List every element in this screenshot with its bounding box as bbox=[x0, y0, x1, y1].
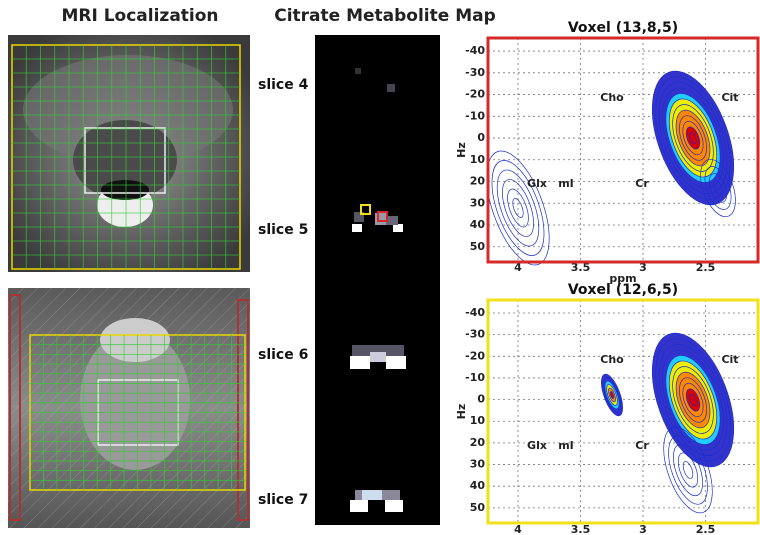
y-tick-label: 40 bbox=[470, 479, 486, 492]
y-tick-label: 0 bbox=[477, 131, 485, 144]
y-tick-label: 50 bbox=[470, 240, 486, 253]
peak-label: mI bbox=[558, 439, 574, 452]
y-tick-label: 10 bbox=[470, 153, 486, 166]
panel-title: Citrate Metabolite Map bbox=[274, 6, 496, 26]
y-axis-label: Hz bbox=[455, 142, 468, 158]
panel-title: MRI Localization bbox=[61, 6, 218, 26]
y-tick-label: -10 bbox=[465, 371, 485, 384]
slice-label: slice 5 bbox=[258, 222, 308, 238]
y-tick-label: 30 bbox=[470, 196, 486, 209]
peak-label: mI bbox=[558, 177, 574, 190]
y-tick-label: 20 bbox=[470, 436, 486, 449]
plot-title: Voxel (12,6,5) bbox=[568, 282, 678, 298]
metabolite-map bbox=[315, 35, 440, 525]
y-tick-label: -20 bbox=[465, 88, 485, 101]
figure: MRI Localization Citrate Metabolite Map bbox=[0, 0, 760, 535]
slice-label: slice 6 bbox=[258, 347, 308, 363]
y-tick-label: 10 bbox=[470, 414, 486, 427]
y-tick-label: -40 bbox=[465, 44, 485, 57]
plot-title: Voxel (13,8,5) bbox=[568, 20, 678, 36]
peak-label: Cr bbox=[635, 439, 649, 452]
slice-label: slice 7 bbox=[258, 492, 308, 508]
y-axis-label: Hz bbox=[455, 404, 468, 420]
peak-label: Cho bbox=[600, 353, 624, 366]
y-tick-label: -30 bbox=[465, 66, 485, 79]
peak-label: Cho bbox=[600, 91, 624, 104]
y-tick-label: 0 bbox=[477, 393, 485, 406]
x-tick-label: 2.5 bbox=[696, 523, 716, 535]
y-tick-label: 30 bbox=[470, 458, 486, 471]
y-tick-label: 20 bbox=[470, 175, 486, 188]
y-tick-label: -20 bbox=[465, 349, 485, 362]
mri-coronal bbox=[8, 288, 250, 528]
y-tick-label: -40 bbox=[465, 306, 485, 319]
mri-axial bbox=[8, 35, 250, 272]
peak-label: Cit bbox=[721, 91, 738, 104]
peak-label: Cr bbox=[635, 177, 649, 190]
peak-label: Glx bbox=[527, 177, 547, 190]
y-tick-label: 40 bbox=[470, 218, 486, 231]
x-tick-label: 4 bbox=[514, 523, 522, 535]
peak-label: Glx bbox=[527, 439, 547, 452]
x-tick-label: 3 bbox=[639, 523, 647, 535]
x-tick-label: 3.5 bbox=[571, 523, 591, 535]
peak-label: Cit bbox=[721, 353, 738, 366]
y-tick-label: 50 bbox=[470, 501, 486, 514]
slice-label: slice 4 bbox=[258, 77, 309, 93]
page: {"titles": {"mri": "MRI Localization", "… bbox=[0, 0, 760, 535]
y-tick-label: -30 bbox=[465, 328, 485, 341]
y-tick-label: -10 bbox=[465, 109, 485, 122]
